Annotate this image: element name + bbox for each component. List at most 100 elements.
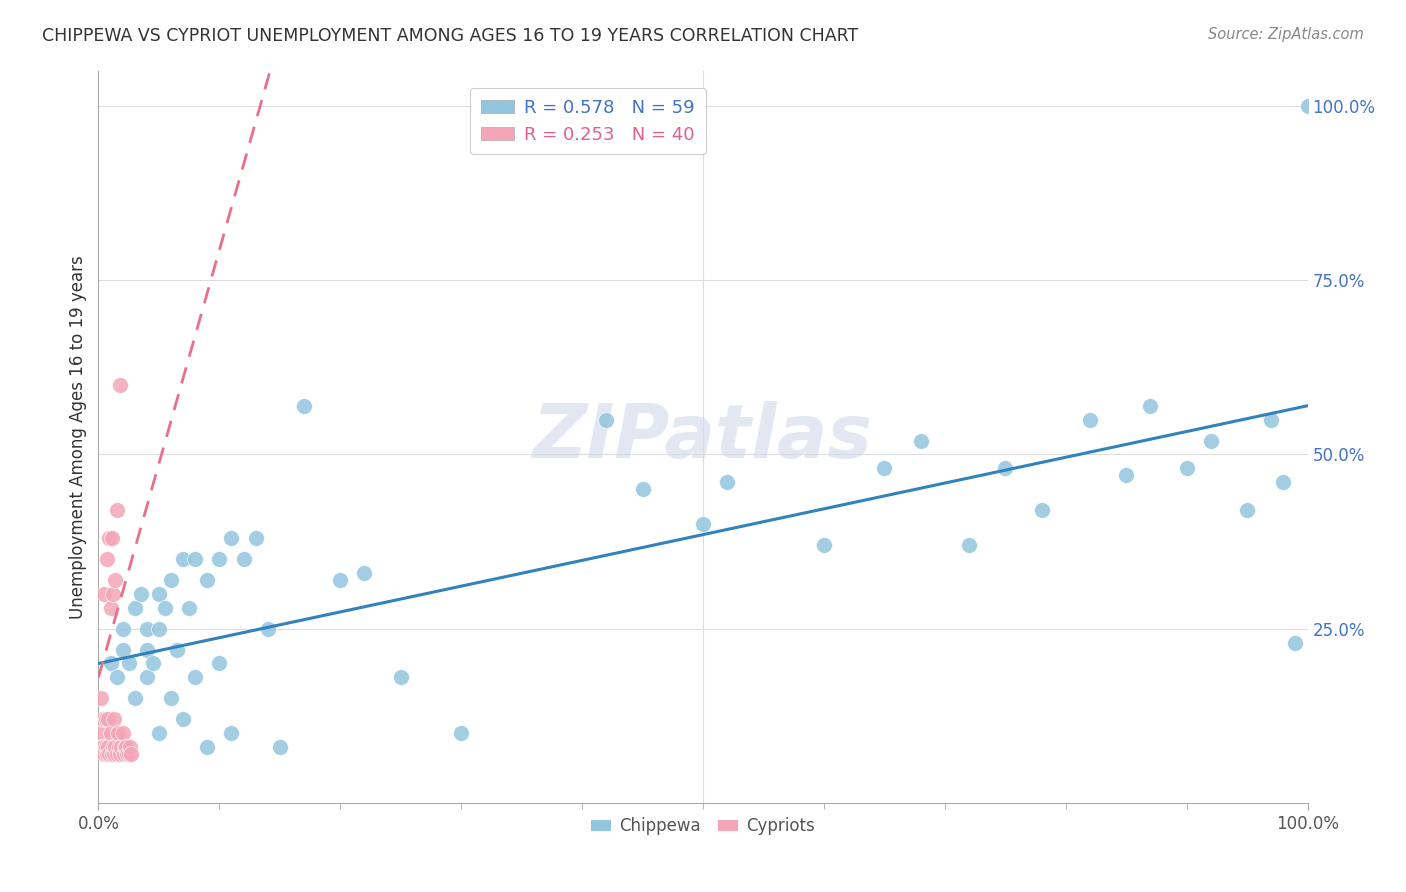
Point (389, 670, 412, 684)
Point (1031, 503, 1053, 517)
Point (98, 531, 121, 545)
Text: CHIPPEWA VS CYPRIOT UNEMPLOYMENT AMONG AGES 16 TO 19 YEARS CORRELATION CHART: CHIPPEWA VS CYPRIOT UNEMPLOYMENT AMONG A… (42, 27, 859, 45)
Point (107, 726, 129, 740)
Point (118, 740, 141, 755)
Point (148, 587, 170, 601)
Point (595, 412, 617, 426)
Point (292, 399, 315, 413)
Point (118, 747, 141, 761)
Point (91, 726, 114, 740)
Point (112, 747, 135, 761)
Point (256, 622, 278, 636)
Point (108, 747, 131, 761)
Point (148, 726, 170, 740)
Point (100, 657, 122, 671)
Point (1078, 412, 1101, 426)
Point (91, 740, 114, 755)
Point (94, 740, 117, 755)
Point (1296, 99, 1319, 113)
Point (100, 726, 122, 740)
Point (111, 642, 134, 657)
Point (98, 747, 121, 761)
Point (117, 747, 139, 761)
Point (160, 691, 183, 706)
Point (93, 747, 115, 761)
Point (124, 600, 146, 615)
Point (221, 531, 243, 545)
Text: ZIPatlas: ZIPatlas (533, 401, 873, 474)
Y-axis label: Unemployment Among Ages 16 to 19 years: Unemployment Among Ages 16 to 19 years (69, 255, 87, 619)
Point (1139, 399, 1161, 413)
Point (97, 712, 120, 726)
Point (1115, 468, 1137, 483)
Point (120, 747, 142, 761)
Point (195, 573, 218, 587)
Point (813, 538, 835, 552)
Point (96, 552, 118, 566)
Point (1272, 475, 1295, 490)
Point (105, 747, 128, 761)
Point (105, 503, 128, 517)
Point (91, 740, 114, 755)
Text: Source: ZipAtlas.com: Source: ZipAtlas.com (1208, 27, 1364, 42)
Point (221, 726, 243, 740)
Point (142, 657, 165, 671)
Point (135, 642, 157, 657)
Point (135, 622, 157, 636)
Point (108, 377, 131, 392)
Point (184, 670, 207, 684)
Point (110, 740, 132, 755)
Point (172, 712, 194, 726)
Point (93, 587, 115, 601)
Point (104, 573, 127, 587)
Point (100, 747, 122, 761)
Point (135, 670, 157, 684)
Point (129, 587, 152, 601)
Point (1260, 412, 1282, 426)
Point (172, 552, 194, 566)
Point (245, 531, 267, 545)
Point (957, 538, 980, 552)
Point (100, 531, 122, 545)
Point (450, 726, 472, 740)
Point (114, 740, 136, 755)
Point (873, 461, 896, 475)
Point (208, 657, 231, 671)
Point (160, 573, 183, 587)
Point (91, 712, 114, 726)
Point (692, 517, 714, 532)
Point (716, 475, 738, 490)
Point (153, 600, 176, 615)
Point (96, 747, 118, 761)
Point (90, 691, 112, 706)
Point (1284, 635, 1306, 649)
Point (1175, 461, 1198, 475)
Point (195, 740, 218, 755)
Point (166, 642, 188, 657)
Point (329, 573, 352, 587)
Point (101, 587, 124, 601)
Point (208, 552, 231, 566)
Point (184, 552, 207, 566)
Point (111, 622, 134, 636)
Point (100, 600, 122, 615)
Point (910, 434, 932, 448)
Point (101, 740, 124, 755)
Point (103, 747, 125, 761)
Point (1236, 503, 1258, 517)
Point (118, 657, 141, 671)
Point (103, 712, 125, 726)
Point (115, 740, 138, 755)
Point (97, 740, 120, 755)
Point (94, 712, 117, 726)
Point (124, 691, 146, 706)
Legend: Chippewa, Cypriots: Chippewa, Cypriots (585, 811, 821, 842)
Point (179, 600, 201, 615)
Point (104, 740, 127, 755)
Point (108, 740, 131, 755)
Point (994, 461, 1017, 475)
Point (353, 566, 375, 580)
Point (105, 670, 128, 684)
Point (631, 483, 654, 497)
Point (269, 740, 291, 755)
